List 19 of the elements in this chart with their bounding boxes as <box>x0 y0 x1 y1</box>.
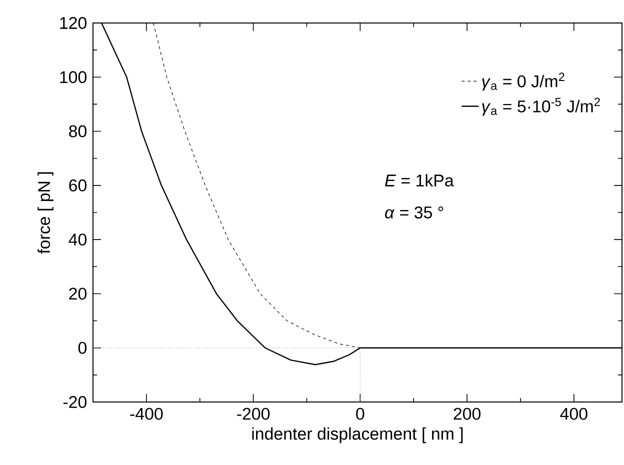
x-tick-label: 400 <box>560 408 588 420</box>
y-tick-label: 120 <box>60 17 86 29</box>
legend-label: γ$_{a}$ = 0 J/m$^{2}$ <box>482 72 564 91</box>
y-axis-title: force [ pN ] <box>38 172 54 254</box>
y-tick-label: 40 <box>68 234 86 246</box>
x-tick-label: 200 <box>454 408 481 420</box>
annotation: E = 1kPa <box>385 174 454 187</box>
y-tick-label: 80 <box>69 125 86 138</box>
y-tick-label: 100 <box>60 71 86 84</box>
x-axis-title: indenter displacement [ nm ] <box>252 427 463 444</box>
y-tick-label: -20 <box>63 396 86 408</box>
x-tick-label: 0 <box>356 408 364 420</box>
annotation: α = 35 ° <box>385 206 444 218</box>
y-tick-label: 0 <box>78 342 87 354</box>
x-tick-label: -400 <box>130 408 163 420</box>
y-tick-label: 20 <box>69 288 86 300</box>
y-tick-label: 60 <box>69 179 86 192</box>
x-tick-label: -200 <box>237 408 270 420</box>
legend-label: γ$_{a}$ = 5·10$^{-5}$ J/m$^{2}$ <box>482 98 600 116</box>
